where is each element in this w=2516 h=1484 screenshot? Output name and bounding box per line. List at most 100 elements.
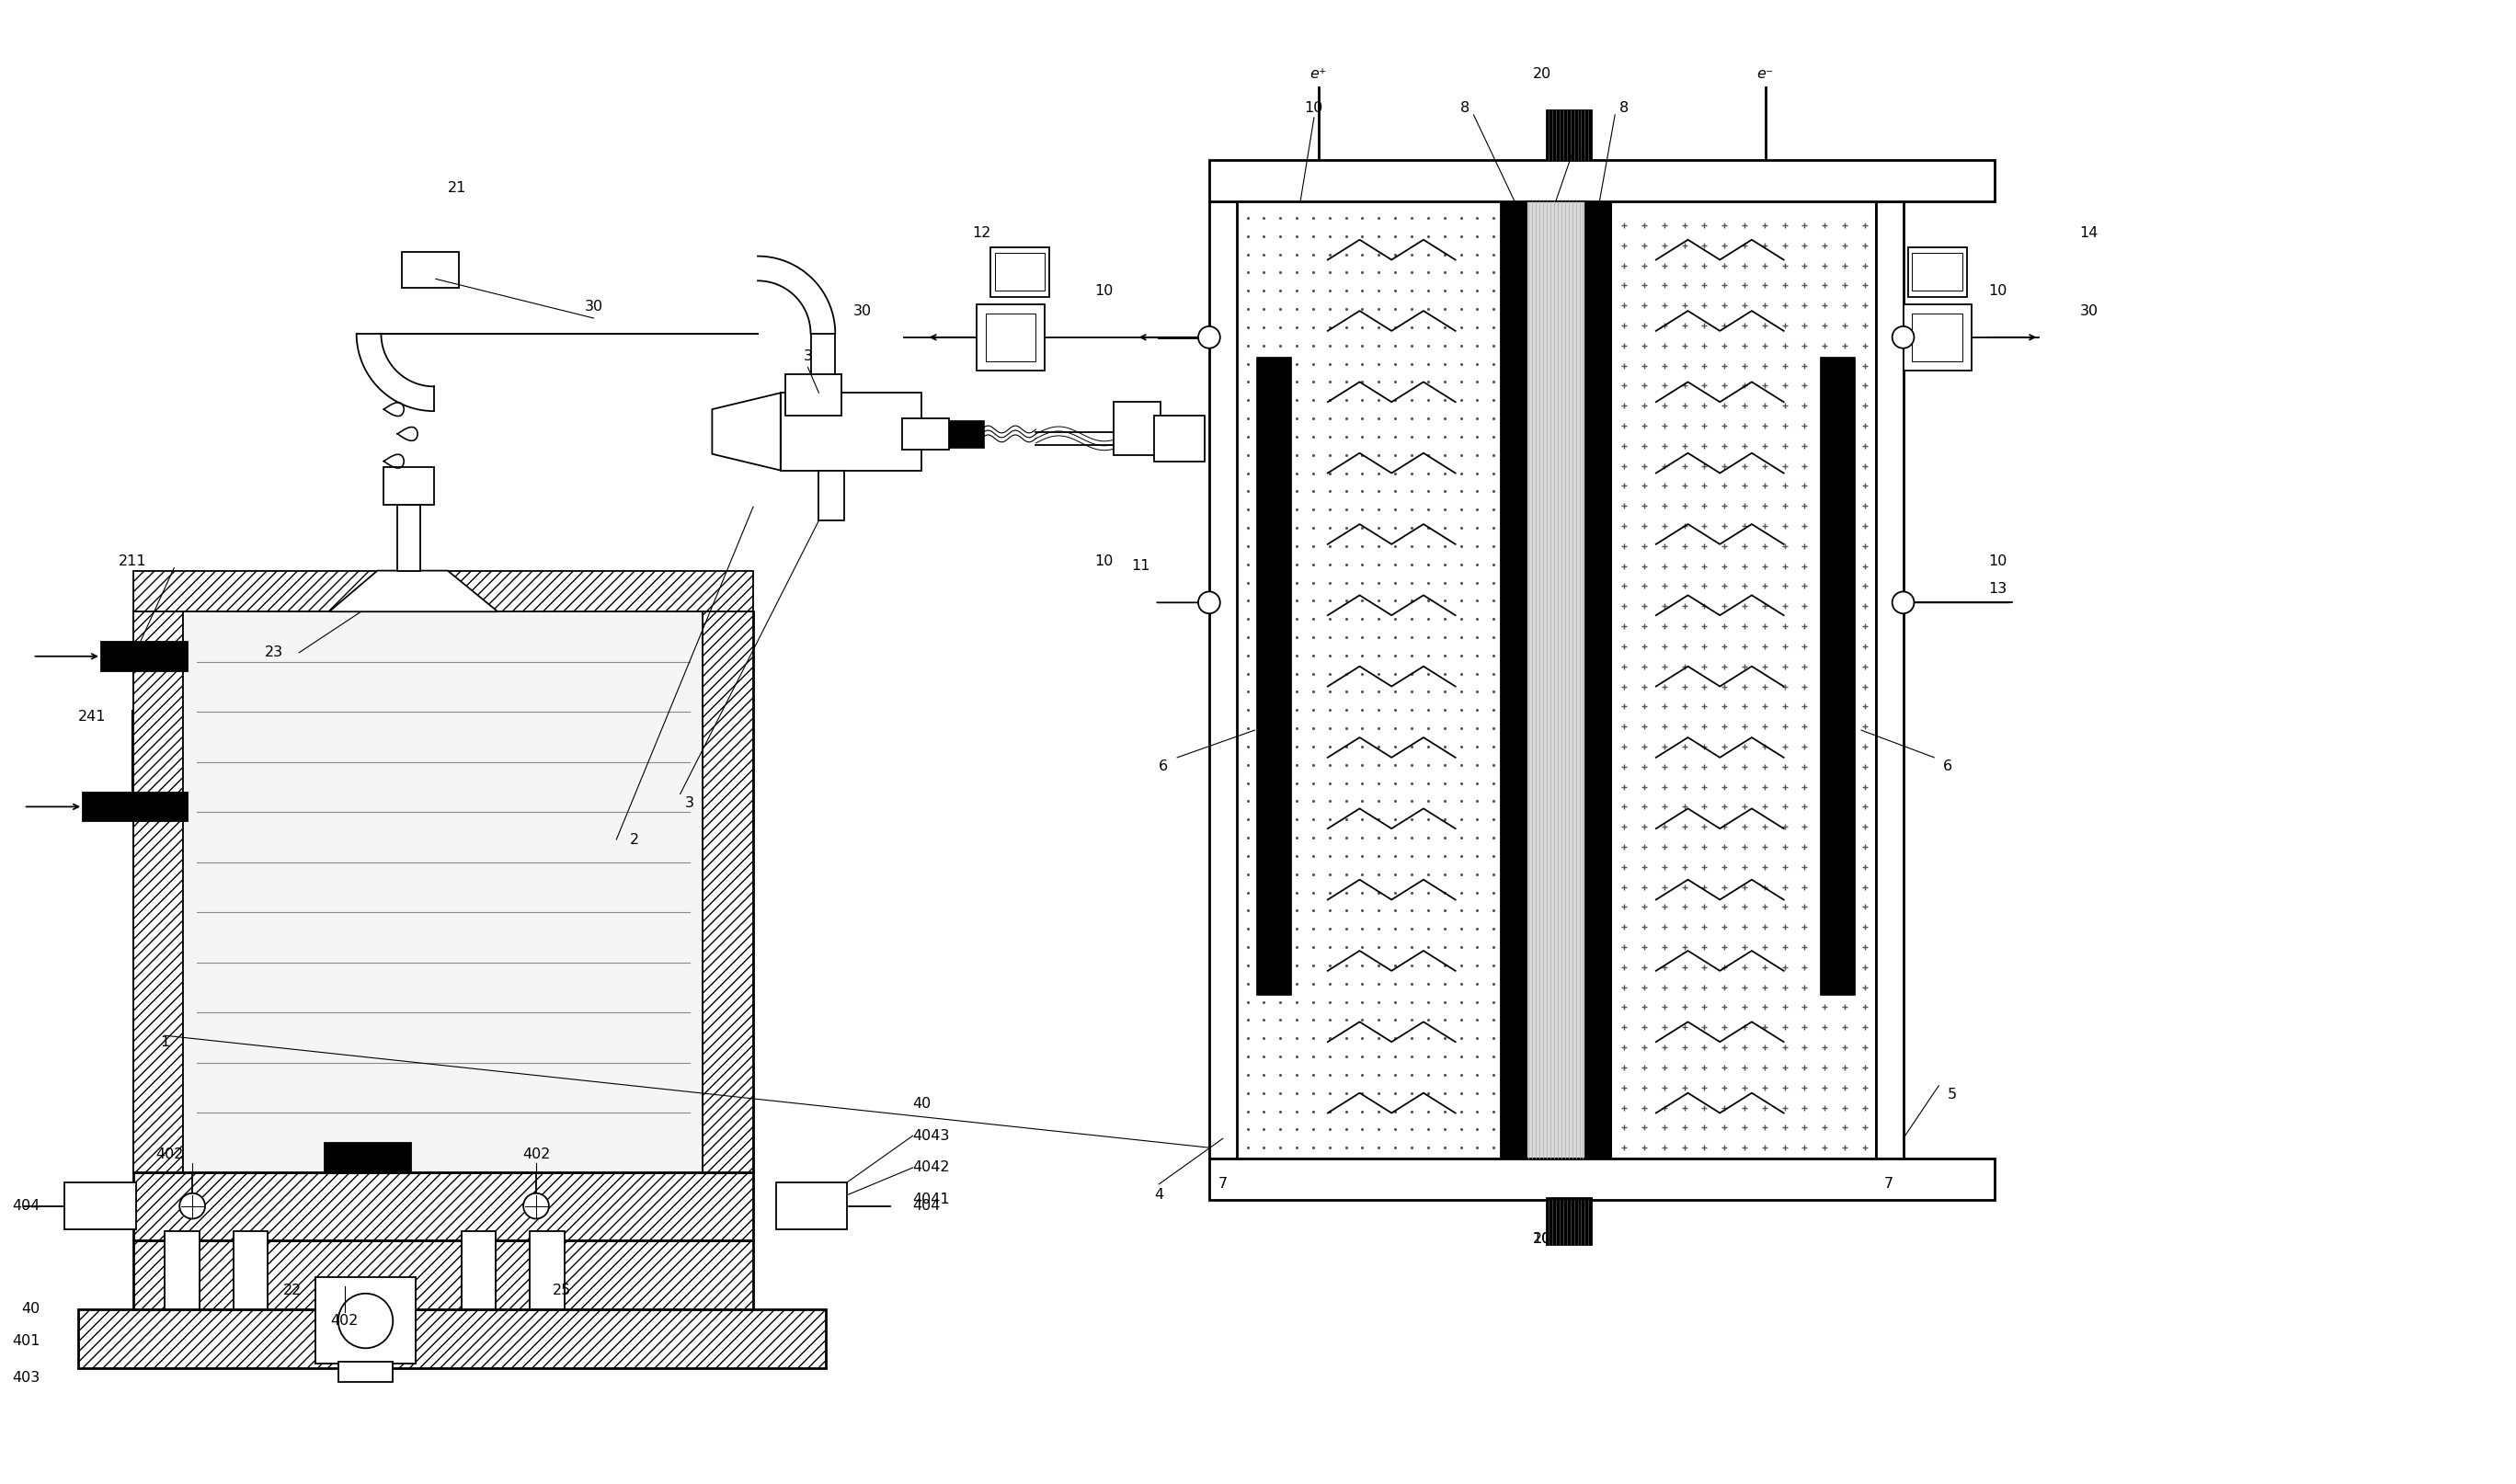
Bar xyxy=(1502,202,1527,1159)
Bar xyxy=(1912,252,1962,291)
Bar xyxy=(133,1172,752,1241)
Text: e⁺: e⁺ xyxy=(1311,67,1326,80)
Text: 10: 10 xyxy=(1306,101,1323,116)
Text: 14: 14 xyxy=(2081,227,2098,240)
Text: 9: 9 xyxy=(1575,135,1583,148)
Circle shape xyxy=(1198,326,1220,349)
Text: 241: 241 xyxy=(78,709,106,723)
Text: 30: 30 xyxy=(2081,304,2098,318)
Polygon shape xyxy=(712,393,780,470)
Text: 3: 3 xyxy=(803,350,813,364)
Bar xyxy=(785,374,843,416)
Bar xyxy=(1210,160,1995,202)
Text: 2: 2 xyxy=(629,833,639,846)
Text: 4: 4 xyxy=(1155,1189,1162,1202)
Text: 20: 20 xyxy=(1532,1232,1552,1245)
Bar xyxy=(531,1232,564,1309)
Text: 401: 401 xyxy=(13,1334,40,1347)
Bar xyxy=(460,1232,496,1309)
Bar xyxy=(166,1232,199,1309)
Text: 10: 10 xyxy=(1988,283,2008,298)
Text: 40: 40 xyxy=(23,1301,40,1316)
Text: 403: 403 xyxy=(13,1370,40,1385)
Circle shape xyxy=(523,1193,548,1218)
Bar xyxy=(234,1232,269,1309)
Text: 10: 10 xyxy=(1094,555,1115,568)
Text: 23: 23 xyxy=(264,646,284,659)
Text: 11: 11 xyxy=(1132,559,1150,573)
Text: 10: 10 xyxy=(1094,283,1115,298)
Circle shape xyxy=(1892,326,1915,349)
Bar xyxy=(921,420,984,448)
Circle shape xyxy=(179,1193,206,1218)
Bar xyxy=(184,611,702,1172)
Bar xyxy=(702,611,752,1172)
Text: 4042: 4042 xyxy=(913,1160,951,1175)
Text: 211: 211 xyxy=(118,555,146,568)
Text: 8: 8 xyxy=(1459,101,1469,116)
Bar xyxy=(83,792,189,821)
Bar xyxy=(1527,202,1585,1159)
Bar xyxy=(133,1241,752,1309)
Text: 3: 3 xyxy=(684,797,694,810)
Bar xyxy=(1210,1159,1995,1199)
Text: 13: 13 xyxy=(1988,582,2008,595)
Text: 30: 30 xyxy=(584,300,604,313)
Text: 40: 40 xyxy=(913,1097,931,1112)
Text: 404: 404 xyxy=(913,1199,941,1212)
Circle shape xyxy=(1198,592,1220,613)
Bar xyxy=(398,505,420,571)
Bar xyxy=(337,1362,392,1382)
Text: 7: 7 xyxy=(1884,1177,1892,1192)
Text: 10: 10 xyxy=(1988,555,2008,568)
Text: 4043: 4043 xyxy=(913,1129,951,1143)
Bar xyxy=(1610,202,1877,1159)
Bar xyxy=(1155,416,1205,462)
Text: 5: 5 xyxy=(1947,1088,1957,1101)
Bar xyxy=(385,466,433,505)
Bar xyxy=(775,1183,848,1230)
Text: 404: 404 xyxy=(13,1199,40,1212)
Bar xyxy=(133,571,752,611)
Text: 7: 7 xyxy=(1218,1177,1228,1192)
Text: 6: 6 xyxy=(1160,760,1167,773)
Bar xyxy=(901,418,949,450)
Bar xyxy=(1907,246,1968,297)
Bar xyxy=(994,252,1044,291)
Bar xyxy=(1547,1198,1593,1245)
Text: 8: 8 xyxy=(1620,101,1628,116)
Bar xyxy=(818,470,845,521)
Bar xyxy=(78,1309,825,1368)
Text: 20: 20 xyxy=(1532,67,1552,80)
Text: 21: 21 xyxy=(448,181,465,194)
Text: 402: 402 xyxy=(156,1147,184,1160)
Text: 30: 30 xyxy=(853,304,873,318)
Bar xyxy=(133,611,752,1172)
Text: 22: 22 xyxy=(284,1284,302,1297)
Bar xyxy=(1819,356,1854,994)
Bar xyxy=(65,1183,136,1230)
Bar xyxy=(1902,304,1973,370)
Bar xyxy=(1115,402,1160,456)
Text: 25: 25 xyxy=(554,1284,571,1297)
Bar xyxy=(1912,313,1962,361)
Bar xyxy=(1210,202,1235,1159)
Polygon shape xyxy=(330,571,498,611)
Text: 1: 1 xyxy=(161,1034,169,1049)
Polygon shape xyxy=(921,418,976,450)
Bar xyxy=(976,304,1044,370)
Text: 10: 10 xyxy=(1532,1232,1552,1245)
Text: 6: 6 xyxy=(1942,760,1952,773)
Bar xyxy=(403,252,458,288)
Text: 402: 402 xyxy=(330,1313,360,1328)
Bar xyxy=(314,1278,415,1364)
Bar xyxy=(101,641,189,671)
Circle shape xyxy=(1892,592,1915,613)
Bar xyxy=(325,1143,410,1172)
Text: 402: 402 xyxy=(523,1147,551,1160)
Text: 12: 12 xyxy=(971,227,991,240)
Bar xyxy=(986,313,1037,361)
Bar xyxy=(1255,356,1291,994)
Text: e⁻: e⁻ xyxy=(1756,67,1774,80)
Bar xyxy=(1877,202,1902,1159)
